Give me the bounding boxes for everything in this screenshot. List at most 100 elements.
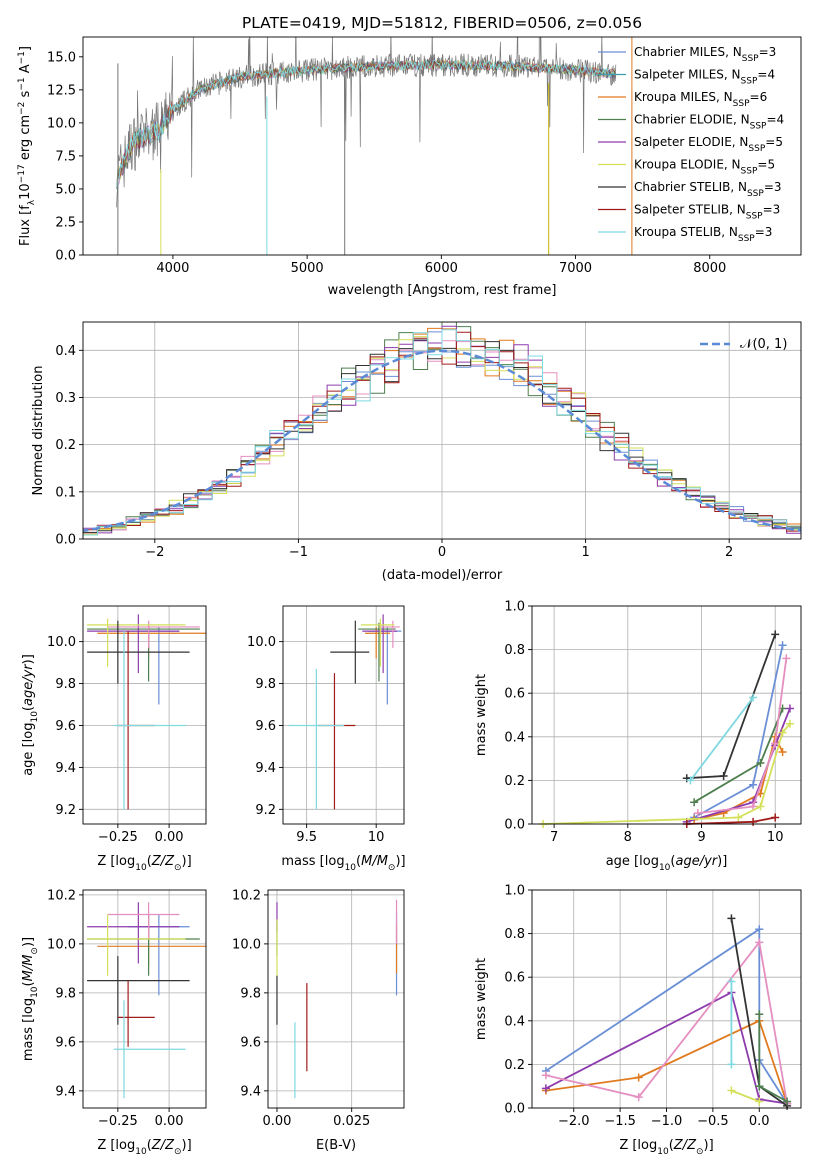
weight_vs_Z-series-marker [541,1084,550,1093]
weight_vs_age-series-marker [749,780,758,789]
weight_vs_age-series-marker [749,693,758,702]
age_vs_mass-point [288,668,345,810]
weight_vs_age-ylabel: mass weight [474,674,489,756]
weight_vs_Z-ytick-label: 1.0 [504,884,525,899]
residuals-histogram [83,329,801,536]
weight_vs_age-series-line [697,658,788,814]
age_vs_mass-point [360,618,395,667]
age_vs_Z-ytick-label: 9.2 [55,803,76,818]
residuals-ytick-label: 0.1 [55,485,76,500]
age_vs_mass-xtick-label: 9.5 [296,830,317,845]
age_vs_Z-xlabel: Z [log10(Z/Z⊙)] [97,854,191,873]
weight_vs_Z-ytick-label: 0.6 [504,971,525,986]
spectrum-ytick-label: 15.0 [47,50,76,65]
weight_vs_age-series-marker [690,798,699,807]
spectrum-ytick-label: 10.0 [47,116,76,131]
age_vs_Z-plot-area [87,614,206,810]
age_vs_Z-point [87,618,186,667]
spectrum-xlabel: wavelength [Angstrom, rest frame] [328,283,557,298]
mass_vs_EBV-plot-area [276,899,398,1099]
spectrum-xtick-label: 8000 [693,261,726,276]
weight_vs_Z-series-marker [727,977,736,986]
spectrum-ytick-label: 5.0 [55,182,76,197]
spectrum-xtick-label: 7000 [559,261,592,276]
age_vs_Z-ylabel: age [log10(age/yr)] [21,654,40,776]
residuals-ytick-label: 0.4 [55,344,76,359]
mass_vs_Z-xtick-label: 0.00 [155,1114,184,1129]
weight_vs_Z-series-marker [634,1093,643,1102]
weight_vs_age-ytick-label: 1.0 [504,600,525,615]
age_vs_mass-point [365,626,391,659]
residuals-xtick-label: 1 [581,545,589,560]
age_vs_Z-point [87,620,190,684]
mass_vs_Z-point [97,926,206,966]
weight_vs_age-series-marker [785,704,794,713]
age_vs_mass-xtick-label: 10 [368,830,385,845]
mass_vs_EBV-frame [267,889,405,1109]
weight_vs_Z-axes: −2.0 −1.5 −1.0 −0.5 0.0 0.0 0.2 0.4 0.6 0.8 1.0 Z [… [474,884,802,1157]
weight_vs_age-series-marker [785,719,794,728]
age_vs_Z-point [117,631,155,810]
weight_vs_age-series-marker [693,809,702,818]
mass_vs_Z-ytick-label: 10.0 [47,937,76,952]
age_vs_mass-point [367,626,402,705]
weight_vs_Z-series-line [731,1089,760,1103]
spectrum-axes: 4000 5000 6000 7000 8000 0.0 2.5 5.0 7.5 10.0 12.5… [17,36,802,298]
mass_vs_Z-point [87,956,190,1025]
age_vs_Z-xtick-label: −0.25 [98,830,138,845]
residuals-ytick-label: 0.0 [55,533,76,548]
weight_vs_age-ytick-label: 0.8 [504,643,525,658]
weight_vs_age-plot-area [539,630,794,828]
weight_vs_Z-series-line [545,991,788,1105]
spectrum-xtick-label: 6000 [425,261,458,276]
residuals-xtick-label: 0 [438,545,446,560]
weight_vs_Z-series-marker [755,925,764,934]
mass_vs_Z-point [107,902,180,939]
weight_vs_age-series-line [686,633,777,780]
weight_vs_Z-series-marker [755,938,764,947]
spectrum-plot-area [116,37,633,255]
mass_vs_EBV-ytick-label: 9.6 [240,1035,261,1050]
weight_vs_age-series-marker [749,802,758,811]
residuals-ytick-label: 0.2 [55,438,76,453]
age_vs_Z-point [87,614,180,674]
legend-label: Kroupa MILES, NSSP=6 [634,90,767,109]
weight_vs_Z-series-marker [727,1060,736,1069]
legend-label: Chabrier STELIB, NSSP=3 [634,180,782,199]
mass_vs_Z-axes: −0.25 0.00 9.4 9.6 9.8 10.0 10.2 Z [log10(Z/Z⊙)… [21,888,207,1157]
age_vs_Z-axes: −0.25 0.00 9.2 9.4 9.6 9.8 10.0 Z [log10(Z/Z⊙)]… [21,605,207,873]
weight_vs_Z-ylabel: mass weight [474,958,489,1040]
weight_vs_age-series-marker [778,728,787,737]
spectrum-xtick-label: 4000 [156,261,189,276]
age_vs_mass-point [358,622,396,682]
legend-label: Chabrier ELODIE, NSSP=4 [634,113,784,132]
residuals-xtick-label: 2 [725,545,733,560]
age_vs_Z-ytick-label: 9.4 [55,761,76,776]
weight_vs_Z-series-marker [755,1082,764,1091]
mass_vs_EBV-xlabel: E(B-V) [316,1138,356,1153]
weight_vs_age-series-marker [771,739,780,748]
age_vs_mass-point [330,620,370,684]
age_vs_mass-axes: 9.5 10 9.2 9.4 9.6 9.8 10.0 mass [log10(M/M⊙)] [247,605,406,873]
weight_vs_age-ytick-label: 0.2 [504,774,525,789]
legend-label: Kroupa ELODIE, NSSP=5 [634,158,775,177]
weight_vs_age-series-marker [771,813,780,822]
weight_vs_age-xtick-label: 8 [624,830,632,845]
weight_vs_Z-xlabel: Z [log10(Z/Z⊙)] [619,1138,713,1157]
mass_vs_EBV-ytick-label: 10.2 [232,888,261,903]
spectrum-frame [82,36,802,256]
weight_vs_Z-ytick-label: 0.0 [504,1102,525,1117]
weight_vs_Z-series-line [545,927,788,1105]
residuals-ytick-label: 0.3 [55,391,76,406]
legend-label: Salpeter ELODIE, NSSP=5 [634,135,783,154]
weight_vs_Z-xtick-label: −1.0 [651,1114,683,1129]
residuals-xtick-label: −1 [289,545,308,560]
age_vs_Z-ytick-label: 10.0 [47,635,76,650]
mass_vs_EBV-xtick-label: 0.025 [333,1114,370,1129]
weight_vs_Z-xtick-label: −2.0 [558,1114,590,1129]
weight_vs_age-series-marker [778,748,787,757]
age_vs_mass-ytick-label: 9.2 [255,803,276,818]
weight_vs_Z-series-line [545,1019,788,1104]
residuals-plot-area [83,322,801,538]
weight_vs_Z-series-marker [755,1097,764,1106]
